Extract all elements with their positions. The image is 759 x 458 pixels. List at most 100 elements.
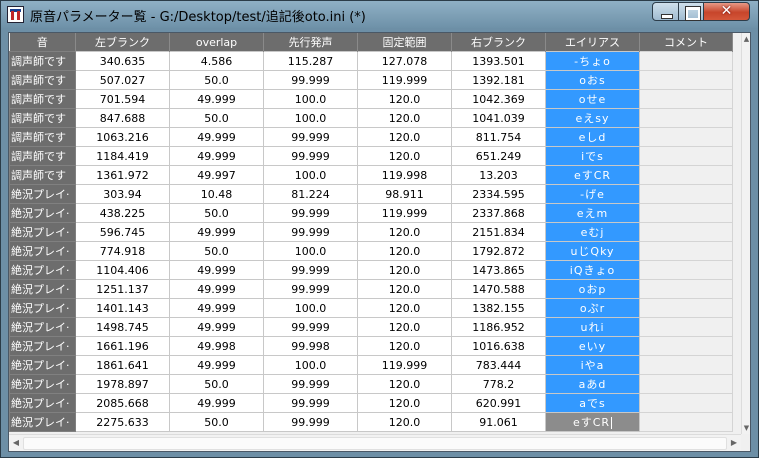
cell-alias[interactable]: aでs (545, 393, 640, 413)
cell-fixed-range[interactable]: 120.0 (357, 279, 452, 299)
cell-alias[interactable]: oおp (545, 279, 640, 299)
table-row[interactable]: 絶況プレイ· 1401.143 49.999 100.0 120.0 1382.155 oぷ… (9, 298, 733, 318)
cell-overlap[interactable]: 50.0 (169, 108, 264, 128)
row-sound-name[interactable]: 絶況プレイ· (9, 241, 76, 261)
cell-right-blank[interactable]: 651.249 (451, 146, 546, 166)
cell-right-blank[interactable]: 620.991 (451, 393, 546, 413)
cell-preutterance[interactable]: 100.0 (263, 298, 358, 318)
cell-alias[interactable]: oおs (545, 70, 640, 90)
cell-overlap[interactable]: 50.0 (169, 203, 264, 223)
cell-overlap[interactable]: 49.999 (169, 279, 264, 299)
cell-right-blank[interactable]: 2151.834 (451, 222, 546, 242)
cell-alias[interactable]: eしd (545, 127, 640, 147)
cell-comment[interactable] (639, 51, 733, 71)
cell-fixed-range[interactable]: 120.0 (357, 336, 452, 356)
row-sound-name[interactable]: 調声師です (9, 51, 76, 71)
column-header-sound[interactable]: 音 (9, 33, 76, 52)
cell-left-blank[interactable]: 1401.143 (75, 298, 170, 318)
cell-fixed-range[interactable]: 120.0 (357, 317, 452, 337)
row-sound-name[interactable]: 絶況プレイ· (9, 260, 76, 280)
cell-preutterance[interactable]: 99.999 (263, 146, 358, 166)
cell-fixed-range[interactable]: 120.0 (357, 222, 452, 242)
cell-left-blank[interactable]: 774.918 (75, 241, 170, 261)
row-sound-name[interactable]: 調声師です (9, 165, 76, 185)
cell-overlap[interactable]: 50.0 (169, 70, 264, 90)
row-sound-name[interactable]: 絶況プレイ· (9, 412, 76, 432)
minimize-button[interactable] (652, 2, 679, 21)
cell-comment[interactable] (639, 70, 733, 90)
table-row[interactable]: 絶況プレイ· 438.225 50.0 99.999 119.999 2337.868 eえ… (9, 203, 733, 223)
scroll-up-icon[interactable]: ▲ (743, 35, 750, 43)
table-row[interactable]: 調声師です 847.688 50.0 100.0 120.0 1041.039 eえsy (9, 108, 733, 128)
horizontal-scrollbar[interactable]: ◀ ▶ (9, 434, 741, 451)
table-row[interactable]: 絶況プレイ· 1104.406 49.999 99.999 120.0 1473.865 i… (9, 260, 733, 280)
cell-fixed-range[interactable]: 120.0 (357, 374, 452, 394)
table-row[interactable]: 絶況プレイ· 1978.897 50.0 99.999 120.0 778.2 aあd (9, 374, 733, 394)
cell-right-blank[interactable]: 1392.181 (451, 70, 546, 90)
cell-overlap[interactable]: 49.999 (169, 146, 264, 166)
row-sound-name[interactable]: 絶況プレイ· (9, 298, 76, 318)
scroll-right-icon[interactable]: ▶ (730, 438, 738, 447)
cell-comment[interactable] (639, 336, 733, 356)
row-sound-name[interactable]: 絶況プレイ· (9, 203, 76, 223)
cell-preutterance[interactable]: 99.999 (263, 70, 358, 90)
table-row[interactable]: 絶況プレイ· 1861.641 49.999 100.0 119.999 783.444 i… (9, 355, 733, 375)
cell-overlap[interactable]: 49.999 (169, 89, 264, 109)
cell-preutterance[interactable]: 100.0 (263, 108, 358, 128)
table-row[interactable]: 絶況プレイ· 2085.668 49.999 99.999 120.0 620.991 aで… (9, 393, 733, 413)
table-row[interactable]: 絶況プレイ· 1661.196 49.998 99.998 120.0 1016.638 e… (9, 336, 733, 356)
cell-preutterance[interactable]: 100.0 (263, 241, 358, 261)
title-bar[interactable]: 原音パラメーター覧 - G:/Desktop/test/追記後oto.ini (… (1, 1, 758, 28)
cell-fixed-range[interactable]: 98.911 (357, 184, 452, 204)
cell-comment[interactable] (639, 241, 733, 261)
cell-alias[interactable]: eえm (545, 203, 640, 223)
cell-preutterance[interactable]: 99.998 (263, 336, 358, 356)
row-sound-name[interactable]: 絶況プレイ· (9, 374, 76, 394)
table-row[interactable]: 絶況プレイ· 1498.745 49.999 99.999 120.0 1186.952 u… (9, 317, 733, 337)
row-sound-name[interactable]: 絶況プレイ· (9, 222, 76, 242)
cell-left-blank[interactable]: 1104.406 (75, 260, 170, 280)
cell-comment[interactable] (639, 108, 733, 128)
scroll-down-icon[interactable]: ▼ (743, 424, 750, 432)
cell-alias[interactable]: iやa (545, 355, 640, 375)
cell-comment[interactable] (639, 298, 733, 318)
cell-fixed-range[interactable]: 120.0 (357, 108, 452, 128)
table-row[interactable]: 調声師です 340.635 4.586 115.287 127.078 1393.501 -… (9, 51, 733, 71)
cell-overlap[interactable]: 49.998 (169, 336, 264, 356)
column-header-right-blank[interactable]: 右ブランク (451, 33, 546, 52)
cell-overlap[interactable]: 50.0 (169, 374, 264, 394)
row-sound-name[interactable]: 調声師です (9, 146, 76, 166)
cell-right-blank[interactable]: 1186.952 (451, 317, 546, 337)
cell-comment[interactable] (639, 184, 733, 204)
cell-comment[interactable] (639, 165, 733, 185)
table-row[interactable]: 絶況プレイ· 303.94 10.48 81.224 98.911 2334.595 -げe (9, 184, 733, 204)
cell-right-blank[interactable]: 1393.501 (451, 51, 546, 71)
cell-right-blank[interactable]: 1470.588 (451, 279, 546, 299)
cell-preutterance[interactable]: 99.999 (263, 279, 358, 299)
cell-left-blank[interactable]: 701.594 (75, 89, 170, 109)
cell-left-blank[interactable]: 303.94 (75, 184, 170, 204)
scroll-left-icon[interactable]: ◀ (12, 438, 20, 447)
cell-right-blank[interactable]: 1382.155 (451, 298, 546, 318)
cell-overlap[interactable]: 49.999 (169, 317, 264, 337)
cell-fixed-range[interactable]: 120.0 (357, 412, 452, 432)
cell-right-blank[interactable]: 13.203 (451, 165, 546, 185)
cell-left-blank[interactable]: 340.635 (75, 51, 170, 71)
cell-comment[interactable] (639, 89, 733, 109)
cell-preutterance[interactable]: 100.0 (263, 355, 358, 375)
cell-comment[interactable] (639, 317, 733, 337)
cell-preutterance[interactable]: 115.287 (263, 51, 358, 71)
cell-preutterance[interactable]: 99.999 (263, 317, 358, 337)
column-header-fixed-range[interactable]: 固定範囲 (357, 33, 452, 52)
cell-overlap[interactable]: 49.997 (169, 165, 264, 185)
cell-alias[interactable]: eむj (545, 222, 640, 242)
table-row[interactable]: 絶況プレイ· 596.745 49.999 99.999 120.0 2151.834 eむ… (9, 222, 733, 242)
cell-preutterance[interactable]: 99.999 (263, 374, 358, 394)
cell-overlap[interactable]: 49.999 (169, 393, 264, 413)
cell-comment[interactable] (639, 355, 733, 375)
close-button[interactable]: ✕ (703, 2, 750, 21)
cell-right-blank[interactable]: 91.061 (451, 412, 546, 432)
vertical-scrollbar[interactable]: ▲ ▼ (741, 33, 750, 434)
cell-preutterance[interactable]: 99.999 (263, 203, 358, 223)
table-row[interactable]: 絶況プレイ· 774.918 50.0 100.0 120.0 1792.872 uじQky (9, 241, 733, 261)
